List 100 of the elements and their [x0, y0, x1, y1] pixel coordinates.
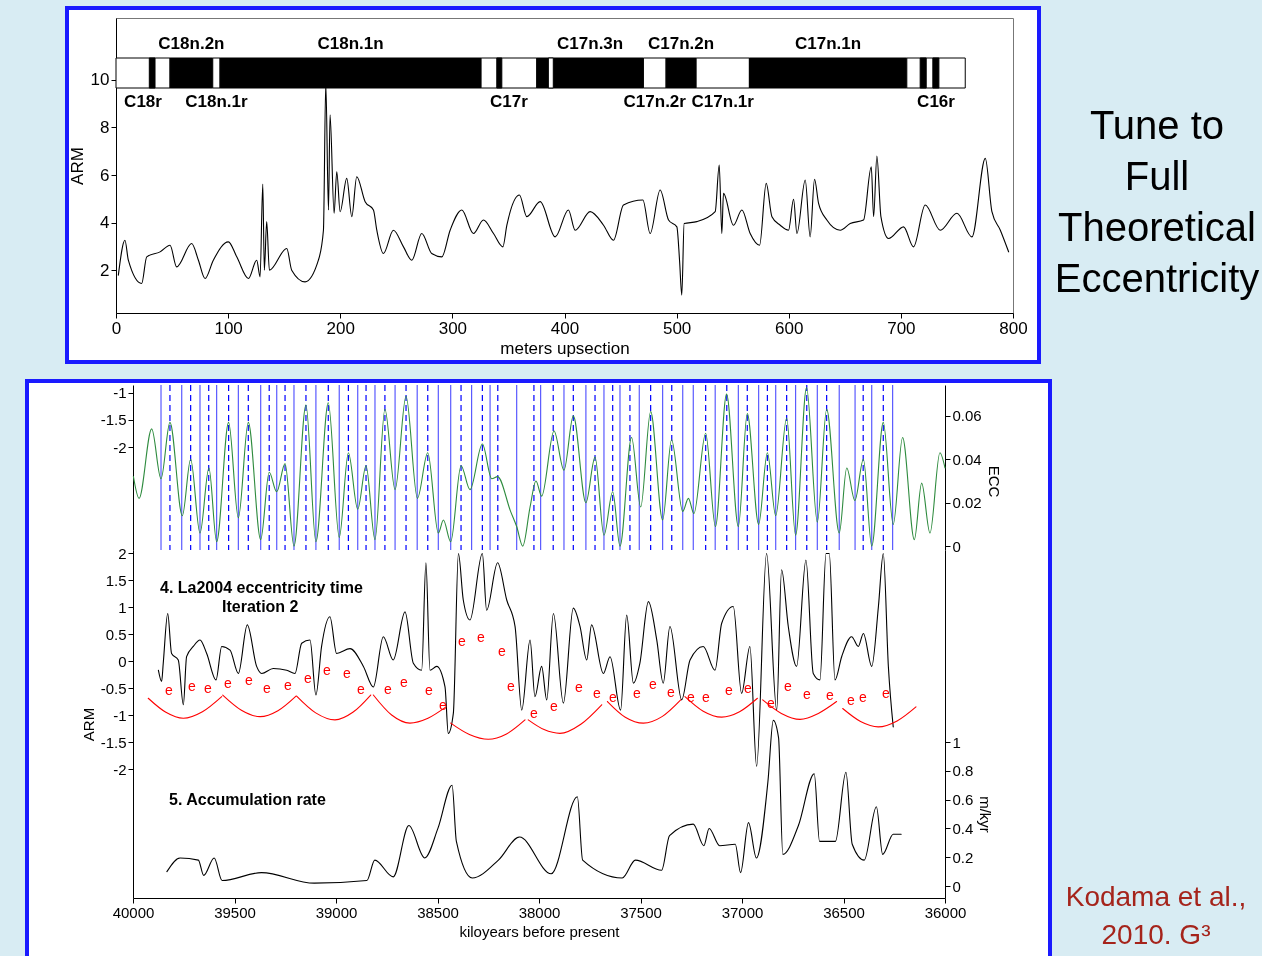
y-tick-label: 1.5 — [105, 571, 127, 589]
band-label: C17r — [490, 92, 529, 111]
x-tick-label: 38000 — [518, 903, 561, 921]
x-tick-label: 39500 — [214, 903, 256, 921]
text: Tune to Full Theoretical Eccentricity — [1054, 102, 1260, 302]
x-tick-label: 700 — [887, 318, 916, 338]
annotation: e — [550, 698, 558, 714]
y2-tick-label: 0 — [952, 877, 961, 895]
annotation: Iteration 2 — [222, 597, 299, 616]
annotation: e — [165, 682, 173, 698]
annotation: e — [784, 678, 792, 694]
annotation: e — [323, 662, 331, 678]
y-tick-label: 8 — [100, 117, 110, 137]
annotation: e — [847, 692, 855, 708]
y2-tick-label: 0.8 — [952, 762, 974, 780]
x-tick-label: 400 — [550, 318, 580, 338]
x-tick-label: 37000 — [721, 903, 764, 921]
annotation: e — [687, 689, 695, 705]
x-tick-label: 100 — [214, 318, 243, 338]
band-label: C17n.3n — [557, 34, 624, 53]
y-tick-label: 0.5 — [105, 625, 127, 643]
annotation: e — [507, 678, 515, 694]
y-tick-label: 1 — [118, 598, 127, 616]
y-tick-label: 2 — [118, 544, 127, 562]
y-tick-label: 6 — [100, 165, 110, 185]
band-label: C17n.2r — [623, 92, 687, 111]
annotation: e — [224, 675, 232, 691]
annotation: 4. La2004 eccentricity time — [160, 578, 363, 597]
band-label: C17n.2n — [648, 34, 715, 53]
annotation: e — [744, 680, 752, 696]
y-tick-label: 4 — [100, 213, 110, 233]
y-tick-label: 0 — [118, 652, 127, 670]
y2-tick-label: 0.04 — [952, 450, 982, 468]
y2-axis-title: ECC — [985, 465, 1003, 498]
annotation: e — [357, 681, 365, 697]
annotation: e — [263, 680, 271, 696]
x-tick-label: 40000 — [112, 903, 155, 921]
x-tick-label: 37500 — [620, 903, 662, 921]
annotation: e — [826, 687, 834, 703]
annotation: e — [667, 684, 675, 700]
x-axis-title: meters upsection — [500, 338, 630, 358]
x-tick-label: 300 — [438, 318, 468, 338]
annotation: e — [859, 689, 867, 705]
y-axis-title: ARM — [79, 707, 97, 742]
annotation: e — [725, 682, 733, 698]
annotation: e — [384, 681, 392, 697]
annotation: e — [477, 629, 485, 645]
annotation: e — [498, 643, 506, 659]
annotation: e — [245, 672, 253, 688]
y-tick-label: -1.5 — [100, 733, 127, 751]
y-tick-label: -1.5 — [100, 411, 127, 429]
x-tick-label: 39000 — [315, 903, 358, 921]
text: Kodama et al., 2010. G³ — [1064, 880, 1248, 952]
annotation: e — [425, 682, 433, 698]
annotation: 5. Accumulation rate — [169, 790, 326, 809]
annotation: e — [609, 689, 617, 705]
y-tick-label: -1 — [113, 384, 127, 402]
annotation: e — [400, 674, 408, 690]
annotation: e — [284, 677, 292, 693]
band-label: C17n.1r — [691, 92, 755, 111]
y-tick-label: -2 — [113, 760, 127, 778]
annotation: e — [649, 676, 657, 692]
annotation: e — [439, 697, 447, 713]
x-tick-label: 800 — [999, 318, 1028, 338]
y2-axis-title: m/kyr — [977, 796, 995, 833]
band-label: C18r — [124, 92, 163, 111]
annotation: e — [702, 689, 710, 705]
y-axis-title: ARM — [67, 147, 87, 185]
x-tick-label: 200 — [326, 318, 355, 338]
y2-tick-label: 0.6 — [952, 791, 974, 809]
annotation: e — [575, 679, 583, 695]
annotation: e — [882, 685, 890, 701]
x-tick-label: 500 — [662, 318, 692, 338]
y2-tick-label: 0.06 — [952, 407, 982, 425]
y2-tick-label: 0 — [952, 537, 961, 555]
band-label: C18n.1n — [317, 34, 384, 53]
x-tick-label: 36500 — [823, 903, 865, 921]
y-tick-label: -2 — [113, 438, 127, 456]
band-label: C18n.1r — [185, 92, 248, 111]
y2-tick-label: 0.4 — [952, 819, 974, 837]
y-tick-label: 2 — [100, 260, 110, 280]
annotation: e — [530, 705, 538, 721]
y2-tick-label: 1 — [952, 733, 961, 751]
y2-tick-label: 0.2 — [952, 848, 974, 866]
band-label: C17n.1n — [795, 34, 862, 53]
annotation: e — [633, 685, 641, 701]
annotation: e — [343, 665, 351, 681]
annotation: e — [188, 678, 196, 694]
band-label: C16r — [917, 92, 956, 111]
band-label: C18n.2n — [158, 34, 225, 53]
x-axis-title: kiloyears before present — [459, 922, 621, 940]
y-tick-label: -1 — [113, 706, 127, 724]
y-tick-label: -0.5 — [100, 679, 127, 697]
x-tick-label: 38500 — [417, 903, 459, 921]
y2-tick-label: 0.02 — [952, 494, 982, 512]
y-tick-label: 10 — [90, 70, 110, 90]
annotation: e — [304, 670, 312, 686]
annotation: e — [593, 685, 601, 701]
x-tick-label: 36000 — [924, 903, 967, 921]
x-tick-label: 600 — [775, 318, 804, 338]
